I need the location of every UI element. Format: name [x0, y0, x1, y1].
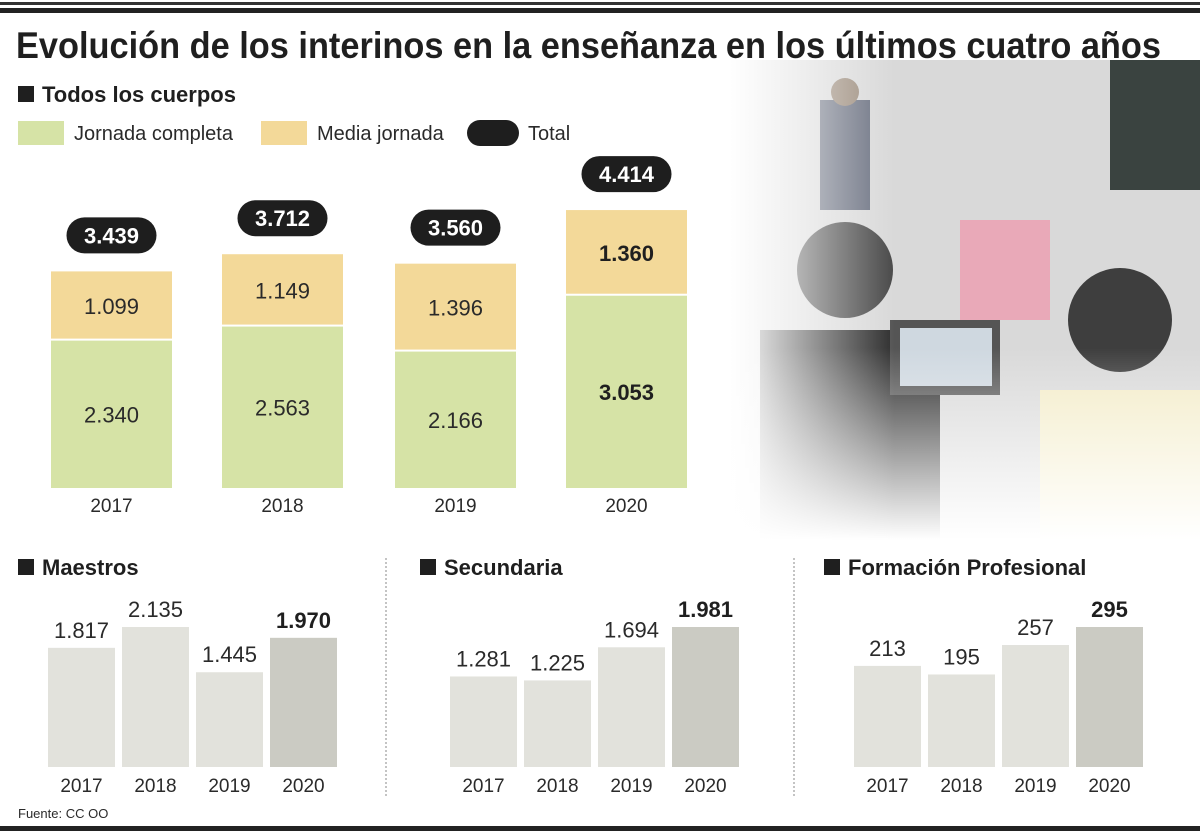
bar-maestros-2017 [48, 647, 115, 767]
bar-formación-profesional-2019 [1002, 645, 1069, 767]
year-label-2020: 2020 [605, 496, 647, 517]
bar-media-jornada-2017 [51, 271, 172, 339]
bar-jornada-completa-2017 [51, 340, 172, 488]
legend-swatch-jornada-completa [18, 121, 64, 145]
bottom-rule [0, 826, 1200, 831]
section-marker [824, 559, 840, 575]
section-marker [420, 559, 436, 575]
bar-formación-profesional-2020 [1076, 627, 1143, 767]
legend-label-total: Total [528, 123, 570, 145]
total-pill-2017 [66, 217, 157, 254]
value-label-2019: 1.445 [202, 642, 257, 667]
label-media-jornada-2018: 1.149 [255, 278, 310, 303]
bar-secundaria-2020 [672, 627, 739, 767]
label-total-2019: 3.560 [428, 216, 483, 241]
year-label-2017: 2017 [60, 776, 102, 797]
label-jornada-completa-2020: 3.053 [599, 380, 654, 405]
legend-swatch-media-jornada [261, 121, 307, 145]
year-label-2017: 2017 [462, 776, 504, 797]
year-label-2020: 2020 [282, 776, 324, 797]
value-label-2017: 1.817 [54, 618, 109, 643]
small-bar-charts: Maestros 1.817 2017 2.135 2018 1.445 2019 1.970… [18, 555, 1143, 797]
year-label-2020: 2020 [1088, 776, 1130, 797]
label-jornada-completa-2017: 2.340 [84, 402, 139, 427]
value-label-2020: 295 [1091, 597, 1128, 622]
year-label-2019: 2019 [434, 496, 476, 517]
year-label-2018: 2018 [261, 496, 303, 517]
bar-jornada-completa-2020 [566, 295, 687, 488]
top-rule [0, 2, 1200, 5]
label-jornada-completa-2019: 2.166 [428, 408, 483, 433]
chart-title-1: Secundaria [444, 555, 563, 580]
bar-jornada-completa-2018 [222, 326, 343, 488]
bar-jornada-completa-2019 [395, 351, 516, 488]
bar-maestros-2019 [196, 672, 263, 767]
year-label-2018: 2018 [940, 776, 982, 797]
value-label-2017: 1.281 [456, 646, 511, 671]
chart-title-2: Formación Profesional [848, 555, 1086, 580]
year-label-2017: 2017 [866, 776, 908, 797]
value-label-2020: 1.970 [276, 608, 331, 633]
top-rule-thick [0, 8, 1200, 13]
bar-formación-profesional-2017 [854, 665, 921, 767]
value-label-2019: 1.694 [604, 617, 659, 642]
year-label-2019: 2019 [610, 776, 652, 797]
year-label-2018: 2018 [134, 776, 176, 797]
legend-label-media-jornada: Media jornada [317, 123, 445, 145]
main-stacked-bar-chart: 2.340 1.099 3.439 2017 2.563 1.149 3.712 2018 2.… [51, 156, 687, 517]
label-total-2020: 4.414 [599, 162, 655, 187]
year-label-2018: 2018 [536, 776, 578, 797]
legend-swatch-total [467, 120, 519, 146]
bar-media-jornada-2020 [566, 210, 687, 294]
year-label-2019: 2019 [1014, 776, 1056, 797]
chart-title-0: Maestros [42, 555, 139, 580]
bar-secundaria-2018 [524, 680, 591, 767]
label-total-2017: 3.439 [84, 223, 139, 248]
label-total-2018: 3.712 [255, 206, 310, 231]
legend-label-jornada-completa: Jornada completa [74, 123, 234, 145]
value-label-2020: 1.981 [678, 597, 733, 622]
bar-secundaria-2019 [598, 647, 665, 767]
value-label-2017: 213 [869, 636, 906, 661]
section-marker [18, 559, 34, 575]
main-chart-title: Todos los cuerpos [42, 82, 236, 107]
year-label-2019: 2019 [208, 776, 250, 797]
source-note: Fuente: CC OO [18, 806, 108, 821]
value-label-2019: 257 [1017, 615, 1054, 640]
label-jornada-completa-2018: 2.563 [255, 395, 310, 420]
total-pill-2020 [581, 156, 672, 193]
value-label-2018: 195 [943, 644, 980, 669]
bar-secundaria-2017 [450, 676, 517, 767]
label-media-jornada-2020: 1.360 [599, 241, 654, 266]
label-media-jornada-2019: 1.396 [428, 296, 483, 321]
bar-media-jornada-2019 [395, 263, 516, 350]
bar-media-jornada-2018 [222, 254, 343, 325]
total-pill-2018 [237, 200, 328, 237]
label-media-jornada-2017: 1.099 [84, 294, 139, 319]
value-label-2018: 1.225 [530, 650, 585, 675]
year-label-2017: 2017 [90, 496, 132, 517]
page-title: Evolución de los interinos en la enseñan… [16, 25, 1161, 66]
bar-formación-profesional-2018 [928, 674, 995, 767]
value-label-2018: 2.135 [128, 597, 183, 622]
total-pill-2019 [410, 209, 501, 246]
bar-maestros-2018 [122, 627, 189, 767]
year-label-2020: 2020 [684, 776, 726, 797]
section-marker [18, 86, 34, 102]
classroom-photo [730, 60, 1200, 540]
bar-maestros-2020 [270, 637, 337, 767]
